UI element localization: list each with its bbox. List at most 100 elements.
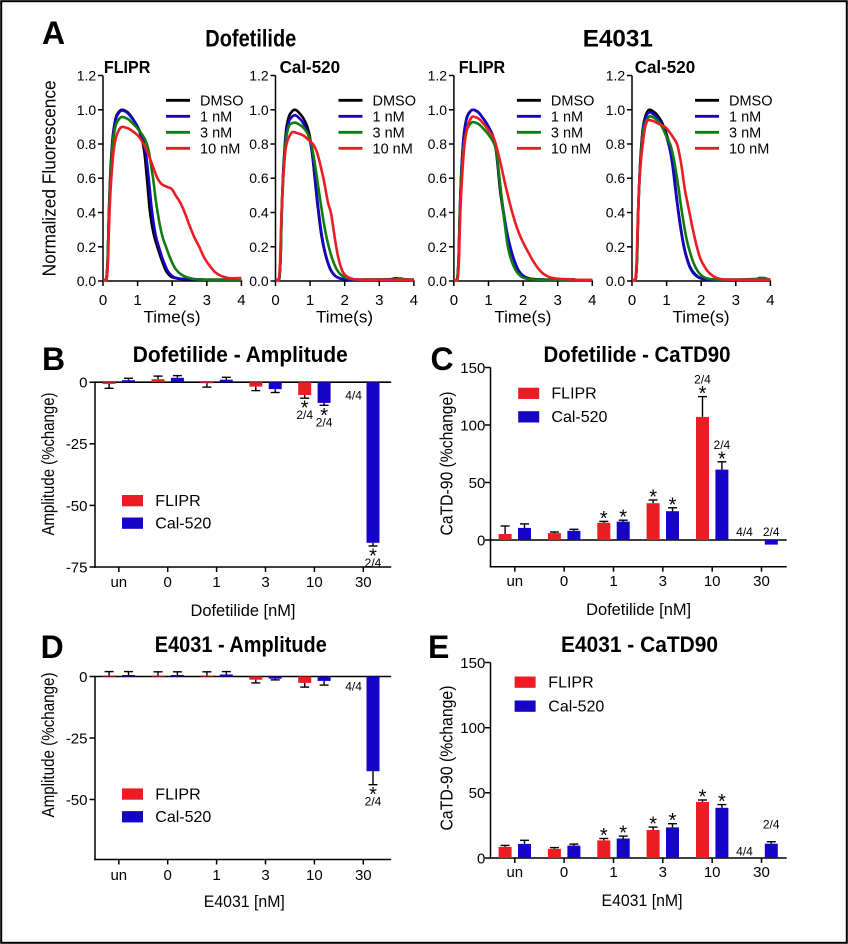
svg-text:*: *: [301, 398, 309, 420]
svg-text:*: *: [320, 405, 328, 427]
svg-text:50: 50: [469, 785, 486, 802]
svg-text:0: 0: [271, 292, 279, 309]
svg-text:1: 1: [306, 292, 314, 309]
svg-text:DMSO: DMSO: [373, 94, 417, 110]
svg-text:Dofetilide [nM]: Dofetilide [nM]: [586, 600, 691, 619]
svg-text:*: *: [369, 784, 377, 806]
svg-text:CaTD-90 (%change): CaTD-90 (%change): [437, 686, 457, 831]
svg-text:1 nM: 1 nM: [200, 110, 232, 126]
svg-text:1 nM: 1 nM: [729, 110, 761, 126]
svg-text:*: *: [649, 814, 657, 836]
svg-text:2/4: 2/4: [365, 795, 382, 809]
svg-text:0: 0: [477, 532, 485, 549]
svg-text:50: 50: [469, 475, 486, 492]
svg-text:Cal-520: Cal-520: [155, 516, 211, 533]
svg-text:0: 0: [99, 292, 107, 309]
svg-text:1: 1: [662, 292, 670, 309]
svg-text:10 nM: 10 nM: [729, 142, 769, 158]
svg-text:*: *: [699, 383, 707, 405]
svg-text:3: 3: [659, 864, 667, 881]
svg-text:1.0: 1.0: [428, 102, 448, 118]
svg-text:0.4: 0.4: [249, 205, 269, 221]
svg-text:FLIPR: FLIPR: [104, 57, 151, 77]
svg-text:Cal-520: Cal-520: [155, 809, 211, 826]
svg-text:1.0: 1.0: [249, 102, 269, 118]
svg-text:3: 3: [375, 292, 383, 309]
svg-text:3: 3: [732, 292, 740, 309]
svg-text:E4031 [nM]: E4031 [nM]: [204, 892, 285, 911]
svg-text:un: un: [506, 573, 523, 590]
svg-text:4: 4: [588, 292, 596, 309]
svg-text:*: *: [718, 791, 726, 813]
svg-text:2/4: 2/4: [296, 408, 313, 422]
svg-text:1.0: 1.0: [77, 102, 97, 118]
svg-text:2/4: 2/4: [763, 818, 780, 832]
svg-text:-50: -50: [66, 792, 88, 809]
svg-text:10: 10: [306, 574, 323, 591]
svg-text:2: 2: [168, 292, 176, 309]
svg-text:3 nM: 3 nM: [729, 126, 761, 142]
svg-text:*: *: [649, 487, 657, 509]
svg-text:150: 150: [460, 655, 485, 672]
svg-text:0.0: 0.0: [77, 273, 97, 289]
svg-text:0: 0: [560, 573, 568, 590]
svg-text:30: 30: [753, 573, 770, 590]
svg-text:10: 10: [704, 573, 721, 590]
svg-text:E4031 - Amplitude: E4031 - Amplitude: [155, 632, 327, 657]
svg-text:100: 100: [460, 417, 485, 434]
svg-text:0.6: 0.6: [249, 170, 269, 186]
svg-text:0.0: 0.0: [606, 273, 626, 289]
svg-text:Time(s): Time(s): [316, 308, 373, 327]
svg-text:E: E: [428, 629, 449, 665]
svg-text:D: D: [41, 629, 64, 665]
svg-text:DMSO: DMSO: [200, 94, 244, 110]
svg-text:-75: -75: [66, 559, 88, 576]
svg-text:A: A: [42, 15, 65, 51]
svg-text:1: 1: [212, 867, 220, 884]
svg-text:10 nM: 10 nM: [373, 142, 413, 158]
svg-text:10 nM: 10 nM: [551, 142, 591, 158]
svg-text:0.4: 0.4: [606, 205, 626, 221]
svg-text:*: *: [718, 448, 726, 470]
svg-text:3: 3: [659, 573, 667, 590]
svg-text:DMSO: DMSO: [551, 94, 595, 110]
svg-text:*: *: [669, 810, 677, 832]
svg-text:0.2: 0.2: [77, 239, 97, 255]
svg-text:100: 100: [460, 720, 485, 737]
svg-text:10: 10: [306, 867, 323, 884]
svg-text:1: 1: [609, 573, 617, 590]
svg-text:0.0: 0.0: [249, 273, 269, 289]
svg-text:2/4: 2/4: [365, 556, 382, 570]
svg-text:1 nM: 1 nM: [551, 110, 583, 126]
svg-text:1.2: 1.2: [428, 68, 448, 84]
svg-text:4: 4: [410, 292, 418, 309]
svg-text:0: 0: [560, 864, 568, 881]
svg-text:FLIPR: FLIPR: [548, 675, 593, 692]
svg-text:Cal-520: Cal-520: [635, 57, 696, 77]
svg-text:1.2: 1.2: [249, 68, 269, 84]
svg-text:1: 1: [133, 292, 141, 309]
svg-text:0: 0: [79, 375, 87, 392]
svg-text:3 nM: 3 nM: [200, 126, 232, 142]
svg-text:30: 30: [355, 867, 372, 884]
svg-text:2/4: 2/4: [714, 438, 731, 452]
svg-text:0: 0: [628, 292, 636, 309]
svg-text:3: 3: [203, 292, 211, 309]
svg-text:0.8: 0.8: [428, 136, 448, 152]
svg-text:1: 1: [484, 292, 492, 309]
svg-text:Amplitude (%change): Amplitude (%change): [38, 393, 58, 536]
svg-text:un: un: [506, 864, 523, 881]
svg-text:*: *: [619, 823, 627, 845]
svg-text:*: *: [600, 825, 608, 847]
svg-text:*: *: [669, 494, 677, 516]
svg-text:*: *: [369, 546, 377, 568]
svg-text:Normalized Fluorescence: Normalized Fluorescence: [39, 80, 60, 276]
svg-text:Time(s): Time(s): [144, 308, 201, 327]
svg-text:30: 30: [753, 864, 770, 881]
svg-text:2: 2: [519, 292, 527, 309]
svg-text:1 nM: 1 nM: [373, 110, 405, 126]
svg-text:FLIPR: FLIPR: [551, 386, 596, 403]
svg-text:2/4: 2/4: [763, 525, 780, 539]
svg-text:0.2: 0.2: [428, 239, 448, 255]
svg-text:Dofetilide - Amplitude: Dofetilide - Amplitude: [133, 342, 348, 367]
